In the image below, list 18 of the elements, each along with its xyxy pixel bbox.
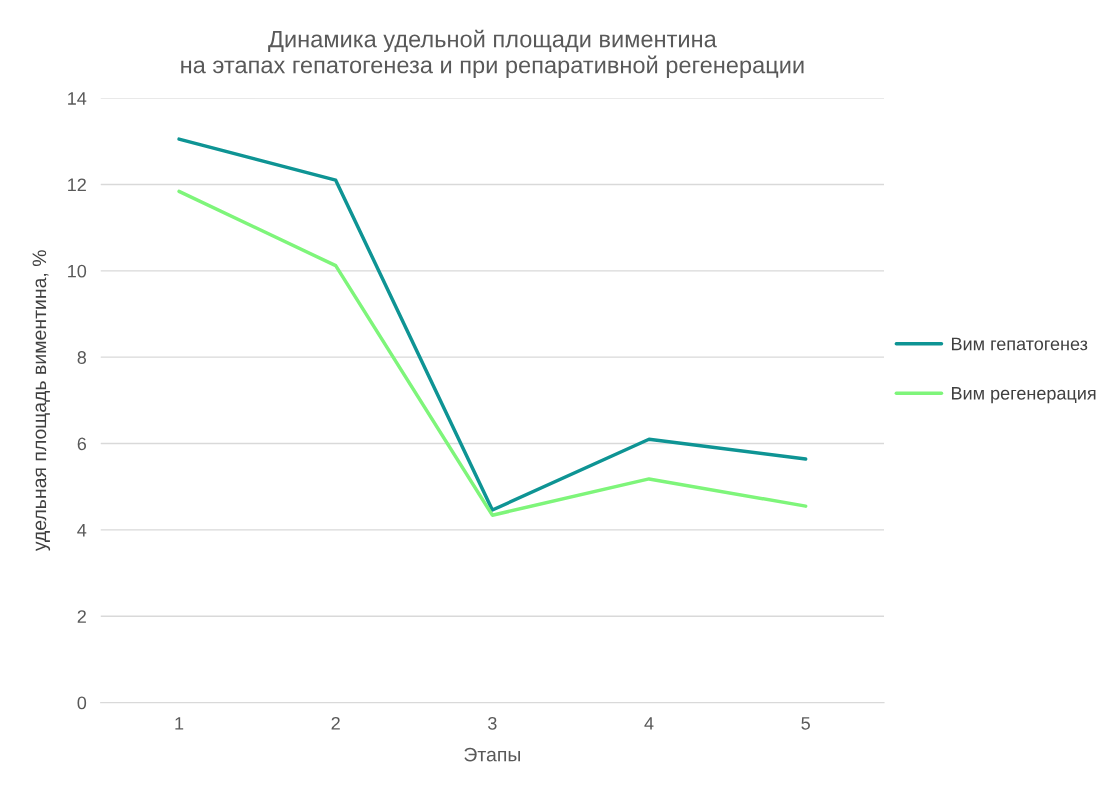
x-tick-label: 3 xyxy=(488,716,497,730)
y-axis-title: удельная площадь виментина, % xyxy=(32,250,51,552)
y-tick-label: 10 xyxy=(68,264,87,278)
y-tick-label: 4 xyxy=(77,524,87,537)
y-tick-label: 8 xyxy=(77,351,87,364)
y-tick-label: 12 xyxy=(68,178,86,192)
x-tick-label: 1 xyxy=(175,717,184,730)
x-tick-label: 4 xyxy=(644,717,654,730)
x-tick-label: 5 xyxy=(801,717,810,730)
legend-label: Вим гепатогенез xyxy=(951,337,1088,351)
y-tick-label: 14 xyxy=(68,92,87,105)
legend-label: Вим регенерация xyxy=(951,387,1096,404)
y-tick-label: 6 xyxy=(77,437,87,451)
chart-title: Динамика удельной площади виментина на этапах гепатогенеза и при репаративной регенерации xyxy=(181,29,804,79)
x-axis-title: Этапы xyxy=(464,747,520,762)
y-tick-label: 0 xyxy=(77,696,87,710)
x-tick-label: 2 xyxy=(331,716,340,730)
y-tick-label: 2 xyxy=(77,610,86,623)
